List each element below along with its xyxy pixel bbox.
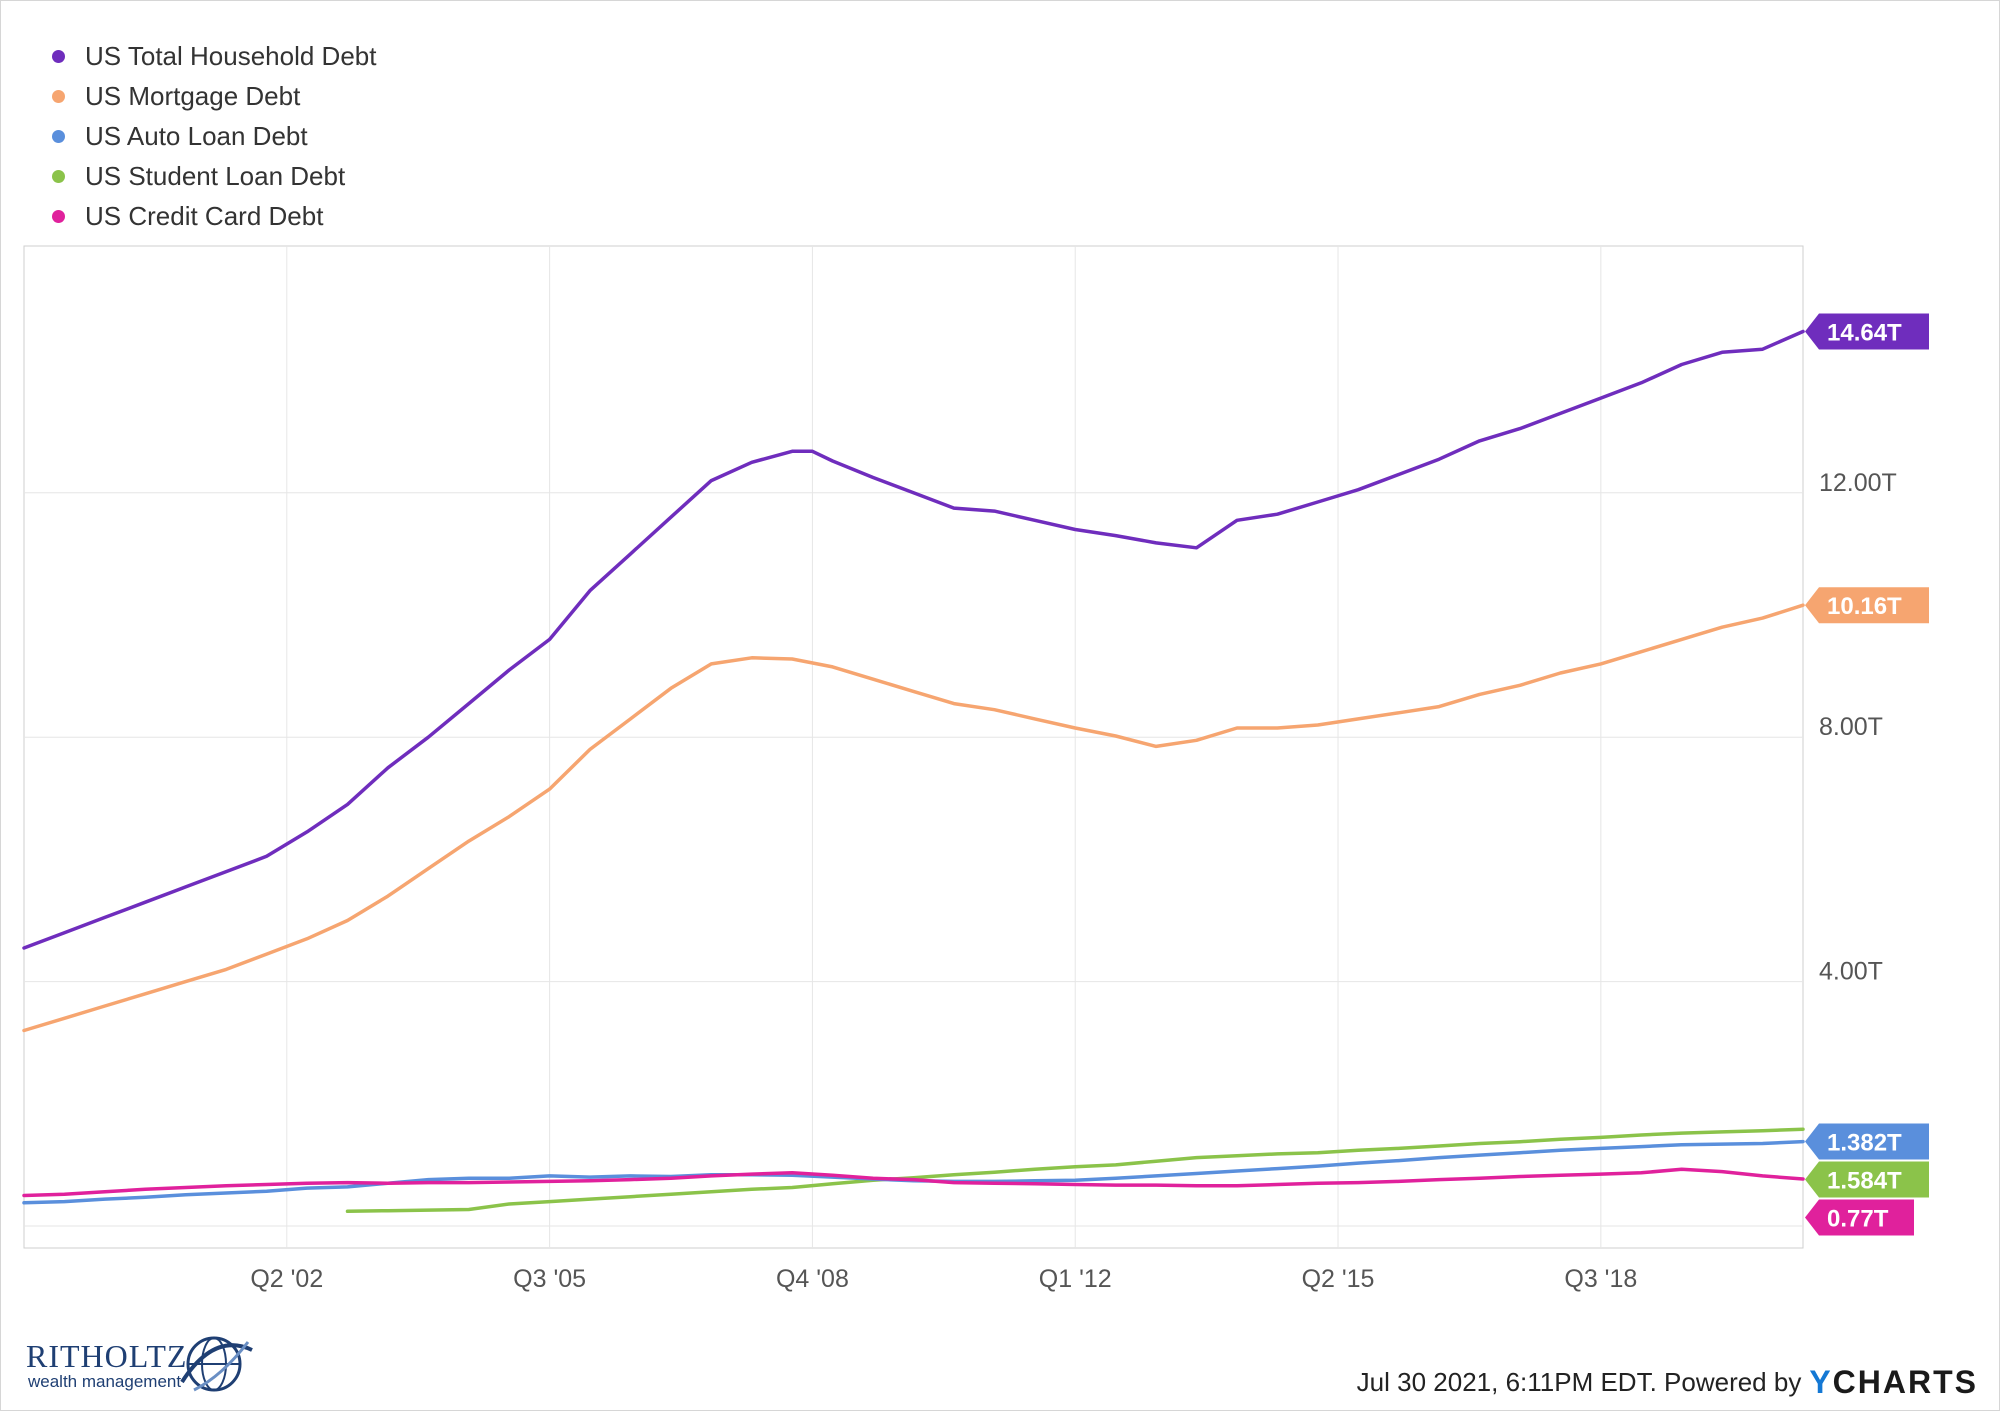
legend-label: US Student Loan Debt <box>85 160 346 191</box>
legend-marker <box>52 169 65 183</box>
end-value-text: 1.584T <box>1827 1168 1902 1195</box>
legend-item[interactable]: US Student Loan Debt <box>52 156 376 196</box>
end-value-text: 14.64T <box>1827 319 1902 346</box>
chart-footer: Jul 30 2021, 6:11PM EDT. Powered by Y CHA… <box>1357 1364 1978 1401</box>
end-value-text: 0.77T <box>1827 1206 1889 1233</box>
end-value-flag <box>1805 1199 1914 1236</box>
logo-wordmark: RITHOLTZ <box>26 1338 188 1374</box>
legend-item[interactable]: US Auto Loan Debt <box>52 116 376 156</box>
end-value-label: 10.16T <box>1805 587 1929 624</box>
end-value-text: 1.382T <box>1827 1130 1902 1157</box>
y-tick-label: 8.00T <box>1819 713 1883 741</box>
legend-marker <box>52 89 65 103</box>
x-tick-label: Q2 '02 <box>250 1265 323 1293</box>
ycharts-logo[interactable]: Y CHARTS <box>1809 1364 1978 1401</box>
ycharts-logo-letter: Y <box>1809 1364 1833 1400</box>
globe-emblem-icon <box>180 1336 253 1392</box>
ritholtz-logo: RITHOLTZ wealth management <box>26 1332 256 1396</box>
end-value-flag <box>1805 1161 1929 1198</box>
legend-item[interactable]: US Mortgage Debt <box>52 76 376 116</box>
legend-item[interactable]: US Credit Card Debt <box>52 196 376 236</box>
logo-subtitle: wealth management <box>28 1372 182 1391</box>
legend-label: US Total Household Debt <box>85 40 377 71</box>
series-line[interactable] <box>22 329 1805 950</box>
y-tick-label: 12.00T <box>1819 469 1897 497</box>
series-line[interactable] <box>22 603 1805 1033</box>
end-value-flag <box>1805 313 1929 350</box>
plot-area-border <box>23 245 1804 1249</box>
x-tick-label: Q2 '15 <box>1302 1265 1375 1293</box>
y-tick-label: 4.00T <box>1819 958 1883 986</box>
end-value-text: 10.16T <box>1827 593 1902 620</box>
legend-item[interactable]: US Total Household Debt <box>52 36 376 76</box>
legend-label: US Credit Card Debt <box>85 200 324 231</box>
legend-marker <box>52 129 65 143</box>
end-value-label: 14.64T <box>1805 313 1929 350</box>
chart-legend: US Total Household Debt US Mortgage Debt U… <box>52 36 376 236</box>
ycharts-logo-text: CHARTS <box>1832 1364 1978 1400</box>
series-line[interactable] <box>345 1127 1805 1214</box>
x-tick-label: Q4 '08 <box>776 1265 849 1293</box>
legend-label: US Auto Loan Debt <box>85 120 308 151</box>
legend-marker <box>52 49 65 63</box>
end-value-flag <box>1805 1123 1929 1160</box>
x-tick-label: Q1 '12 <box>1039 1265 1112 1293</box>
x-tick-label: Q3 '05 <box>513 1265 586 1293</box>
x-tick-label: Q3 '18 <box>1564 1265 1637 1293</box>
end-value-label: 1.584T <box>1805 1161 1929 1198</box>
series-line[interactable] <box>22 1139 1805 1205</box>
series-line[interactable] <box>22 1167 1805 1198</box>
end-value-label: 1.382T <box>1805 1123 1929 1160</box>
end-value-label: 0.77T <box>1805 1199 1914 1236</box>
footer-timestamp: Jul 30 2021, 6:11PM EDT. Powered by <box>1356 1367 1802 1397</box>
legend-label: US Mortgage Debt <box>85 80 301 111</box>
end-value-flag <box>1805 587 1929 624</box>
legend-marker <box>52 209 65 223</box>
